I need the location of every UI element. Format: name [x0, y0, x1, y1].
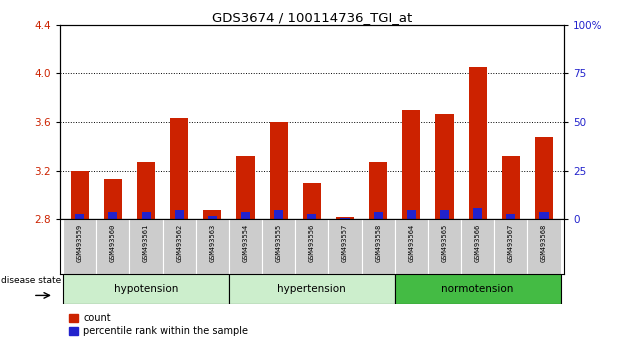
Bar	[241, 212, 250, 219]
Bar	[208, 216, 217, 219]
Text: GSM493557: GSM493557	[342, 224, 348, 262]
Bar	[507, 213, 515, 219]
Text: GSM493568: GSM493568	[541, 224, 547, 262]
Text: GSM493554: GSM493554	[243, 224, 248, 262]
Bar	[104, 179, 122, 219]
Bar	[494, 219, 527, 274]
Text: GSM493559: GSM493559	[77, 224, 83, 262]
Bar	[407, 210, 416, 219]
Bar	[303, 183, 321, 219]
Bar	[229, 219, 262, 274]
Text: hypotension: hypotension	[114, 284, 178, 295]
Bar	[395, 274, 561, 304]
Bar	[130, 219, 163, 274]
Bar	[340, 217, 350, 219]
Text: GSM493564: GSM493564	[408, 224, 415, 262]
Bar	[501, 156, 520, 219]
Title: GDS3674 / 100114736_TGI_at: GDS3674 / 100114736_TGI_at	[212, 11, 412, 24]
Bar	[374, 212, 383, 219]
Bar	[170, 119, 188, 219]
Bar	[196, 219, 229, 274]
Bar	[527, 219, 561, 274]
Bar	[229, 274, 395, 304]
Text: GSM493566: GSM493566	[474, 224, 481, 262]
Bar	[328, 219, 362, 274]
Bar	[175, 210, 184, 219]
Bar	[274, 210, 284, 219]
Text: normotension: normotension	[442, 284, 514, 295]
Text: GSM493555: GSM493555	[276, 224, 282, 262]
Bar	[440, 210, 449, 219]
Bar	[369, 162, 387, 219]
Text: GSM493558: GSM493558	[375, 224, 381, 262]
Bar	[539, 212, 549, 219]
Bar	[236, 156, 255, 219]
Bar	[469, 67, 487, 219]
Text: GSM493561: GSM493561	[143, 224, 149, 262]
Bar	[428, 219, 461, 274]
Bar	[71, 171, 89, 219]
Bar	[108, 212, 117, 219]
Bar	[461, 219, 494, 274]
Bar	[295, 219, 328, 274]
Text: GSM493567: GSM493567	[508, 224, 514, 262]
Bar	[535, 137, 553, 219]
Bar	[362, 219, 395, 274]
Bar	[63, 274, 229, 304]
Bar	[163, 219, 196, 274]
Bar	[203, 210, 222, 219]
Bar	[270, 122, 288, 219]
Bar	[395, 219, 428, 274]
Text: GSM493560: GSM493560	[110, 224, 116, 262]
Bar	[402, 110, 420, 219]
Bar	[137, 162, 155, 219]
Text: GSM493563: GSM493563	[209, 224, 215, 262]
Text: GSM493556: GSM493556	[309, 224, 315, 262]
Bar	[473, 208, 482, 219]
Bar	[307, 213, 316, 219]
Text: disease state: disease state	[1, 276, 62, 285]
Bar	[435, 114, 454, 219]
Bar	[75, 213, 84, 219]
Text: GSM493562: GSM493562	[176, 224, 182, 262]
Bar	[262, 219, 295, 274]
Text: GSM493565: GSM493565	[442, 224, 447, 262]
Bar	[336, 217, 354, 219]
Legend: count, percentile rank within the sample: count, percentile rank within the sample	[65, 309, 252, 340]
Text: hypertension: hypertension	[277, 284, 346, 295]
Bar	[96, 219, 130, 274]
Bar	[142, 212, 151, 219]
Bar	[63, 219, 96, 274]
